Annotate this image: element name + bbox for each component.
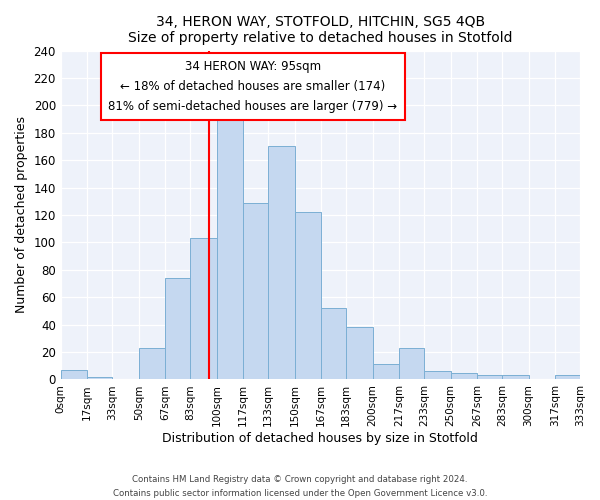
Bar [502,376,529,380]
Bar [190,238,217,380]
Y-axis label: Number of detached properties: Number of detached properties [15,116,28,314]
Bar [295,212,321,380]
Bar [346,328,373,380]
Bar [424,371,451,380]
Bar [243,202,268,380]
Bar [373,364,399,380]
Bar [217,115,243,380]
Text: 34 HERON WAY: 95sqm
← 18% of detached houses are smaller (174)
81% of semi-detac: 34 HERON WAY: 95sqm ← 18% of detached ho… [109,60,397,114]
Bar [399,348,424,380]
Bar [268,146,295,380]
Bar [321,308,346,380]
Bar [165,278,190,380]
Bar [87,376,112,380]
X-axis label: Distribution of detached houses by size in Stotfold: Distribution of detached houses by size … [163,432,478,445]
Bar [555,376,580,380]
Title: 34, HERON WAY, STOTFOLD, HITCHIN, SG5 4QB
Size of property relative to detached : 34, HERON WAY, STOTFOLD, HITCHIN, SG5 4Q… [128,15,512,45]
Bar [477,376,502,380]
Bar [61,370,87,380]
Bar [451,372,477,380]
Text: Contains HM Land Registry data © Crown copyright and database right 2024.
Contai: Contains HM Land Registry data © Crown c… [113,476,487,498]
Bar [139,348,165,380]
